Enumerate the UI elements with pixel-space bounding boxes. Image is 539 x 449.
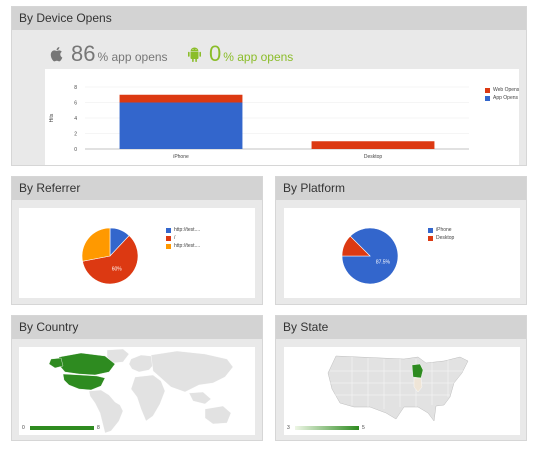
device-chart-area: 0 2 4 6 8 Hits iPhone Desktop Web Opens App Ope… [45,69,519,165]
x-tick-label: Desktop [364,154,383,160]
map-region-greenland [106,348,130,364]
pie-slice[interactable] [341,235,371,257]
legend-item[interactable]: / [166,235,204,241]
referrer-pie-chart: 60% [81,227,139,285]
platform-panel: By Platform 87.5% iPhone Desktop [275,176,527,305]
legend-swatch [485,95,490,101]
legend-swatch [166,227,171,233]
legend-label: Web Opens [493,87,520,93]
map-region-africa [130,374,166,422]
legend-label: Desktop [436,235,455,241]
state-map-area: 3 5 [284,347,520,435]
legend-swatch [166,243,171,249]
bar-legend: Web Opens App Opens [485,87,523,103]
map-region-europe [128,354,156,373]
state-panel: By State 3 5 [275,315,527,441]
panel-title: By State [276,316,526,339]
legend-swatch [428,235,433,241]
legend-item[interactable]: iPhone [428,227,466,233]
legend-item[interactable]: http://test.... [166,227,204,233]
y-tick-label: 6 [74,101,77,107]
scale-min-label: 3 [287,425,290,431]
ios-label: % app opens [97,50,168,64]
slice-label: 87.5% [376,259,391,265]
map-region-usa-states [327,355,469,422]
platform-legend: iPhone Desktop [428,227,466,243]
legend-swatch [428,227,433,233]
legend-item-web-opens[interactable]: Web Opens [485,87,523,93]
map-region-latin-america [88,389,124,434]
legend-label: App Opens [493,95,519,101]
country-panel: By Country 0 8 [11,315,263,441]
ios-stat: 86 % app opens [50,41,168,67]
legend-label: http://test.... [174,227,201,233]
legend-item[interactable]: Desktop [428,235,466,241]
bar-web-opens[interactable] [119,94,243,103]
android-icon [188,47,201,62]
y-axis-label: Hits [49,113,55,122]
ios-percent: 86 [71,41,96,66]
legend-label: iPhone [436,227,452,233]
slice-label: 60% [112,266,123,272]
country-map-area: 0 8 [19,347,255,435]
y-tick-label: 2 [74,132,77,138]
android-label: % app opens [223,50,294,64]
map-region-usa [62,373,106,391]
state-scale-bar [295,426,359,430]
world-map[interactable] [19,347,255,435]
referrer-legend: http://test.... / http://test.... [166,227,204,251]
platform-pie-chart: 87.5% [341,227,399,285]
device-opens-panel: By Device Opens 86 % app opens 0 % app o… [11,6,527,166]
pie-slice[interactable] [81,227,111,262]
y-tick-label: 4 [74,116,77,122]
panel-title: By Device Opens [12,7,526,30]
map-region-se-asia [188,391,212,405]
scale-min-label: 0 [22,425,25,431]
legend-item-app-opens[interactable]: App Opens [485,95,523,101]
referrer-panel: By Referrer 60% http://test.... / http:/… [11,176,263,305]
legend-label: / [174,235,176,241]
panel-title: By Platform [276,177,526,200]
legend-swatch [485,87,490,93]
referrer-chart-area: 60% http://test.... / http://test.... [19,208,255,298]
country-scale-bar [30,426,94,430]
map-region-asia [150,350,234,393]
y-tick-label: 0 [74,147,77,153]
panel-title: By Referrer [12,177,262,200]
x-tick-label: iPhone [173,154,189,160]
map-region-illinois [413,377,423,393]
panel-title: By Country [12,316,262,339]
map-region-canada [58,352,116,376]
platform-chart-area: 87.5% iPhone Desktop [284,208,520,298]
pie-slice[interactable] [82,235,139,285]
map-region-australia [204,405,232,425]
bar-web-opens[interactable] [311,141,435,149]
bar-app-opens[interactable] [119,102,243,150]
scale-max-label: 5 [362,425,365,431]
map-region-wisconsin [411,363,424,379]
android-percent: 0 [209,41,222,66]
device-bar-chart: 0 2 4 6 8 Hits iPhone Desktop [49,85,469,160]
map-region-alaska [48,357,64,369]
android-stat: 0 % app opens [188,41,293,67]
apple-icon [50,47,63,62]
legend-label: http://test.... [174,243,201,249]
y-tick-label: 8 [74,85,77,91]
legend-item[interactable]: http://test.... [166,243,204,249]
legend-swatch [166,235,171,241]
scale-max-label: 8 [97,425,100,431]
usa-map[interactable] [284,347,520,435]
